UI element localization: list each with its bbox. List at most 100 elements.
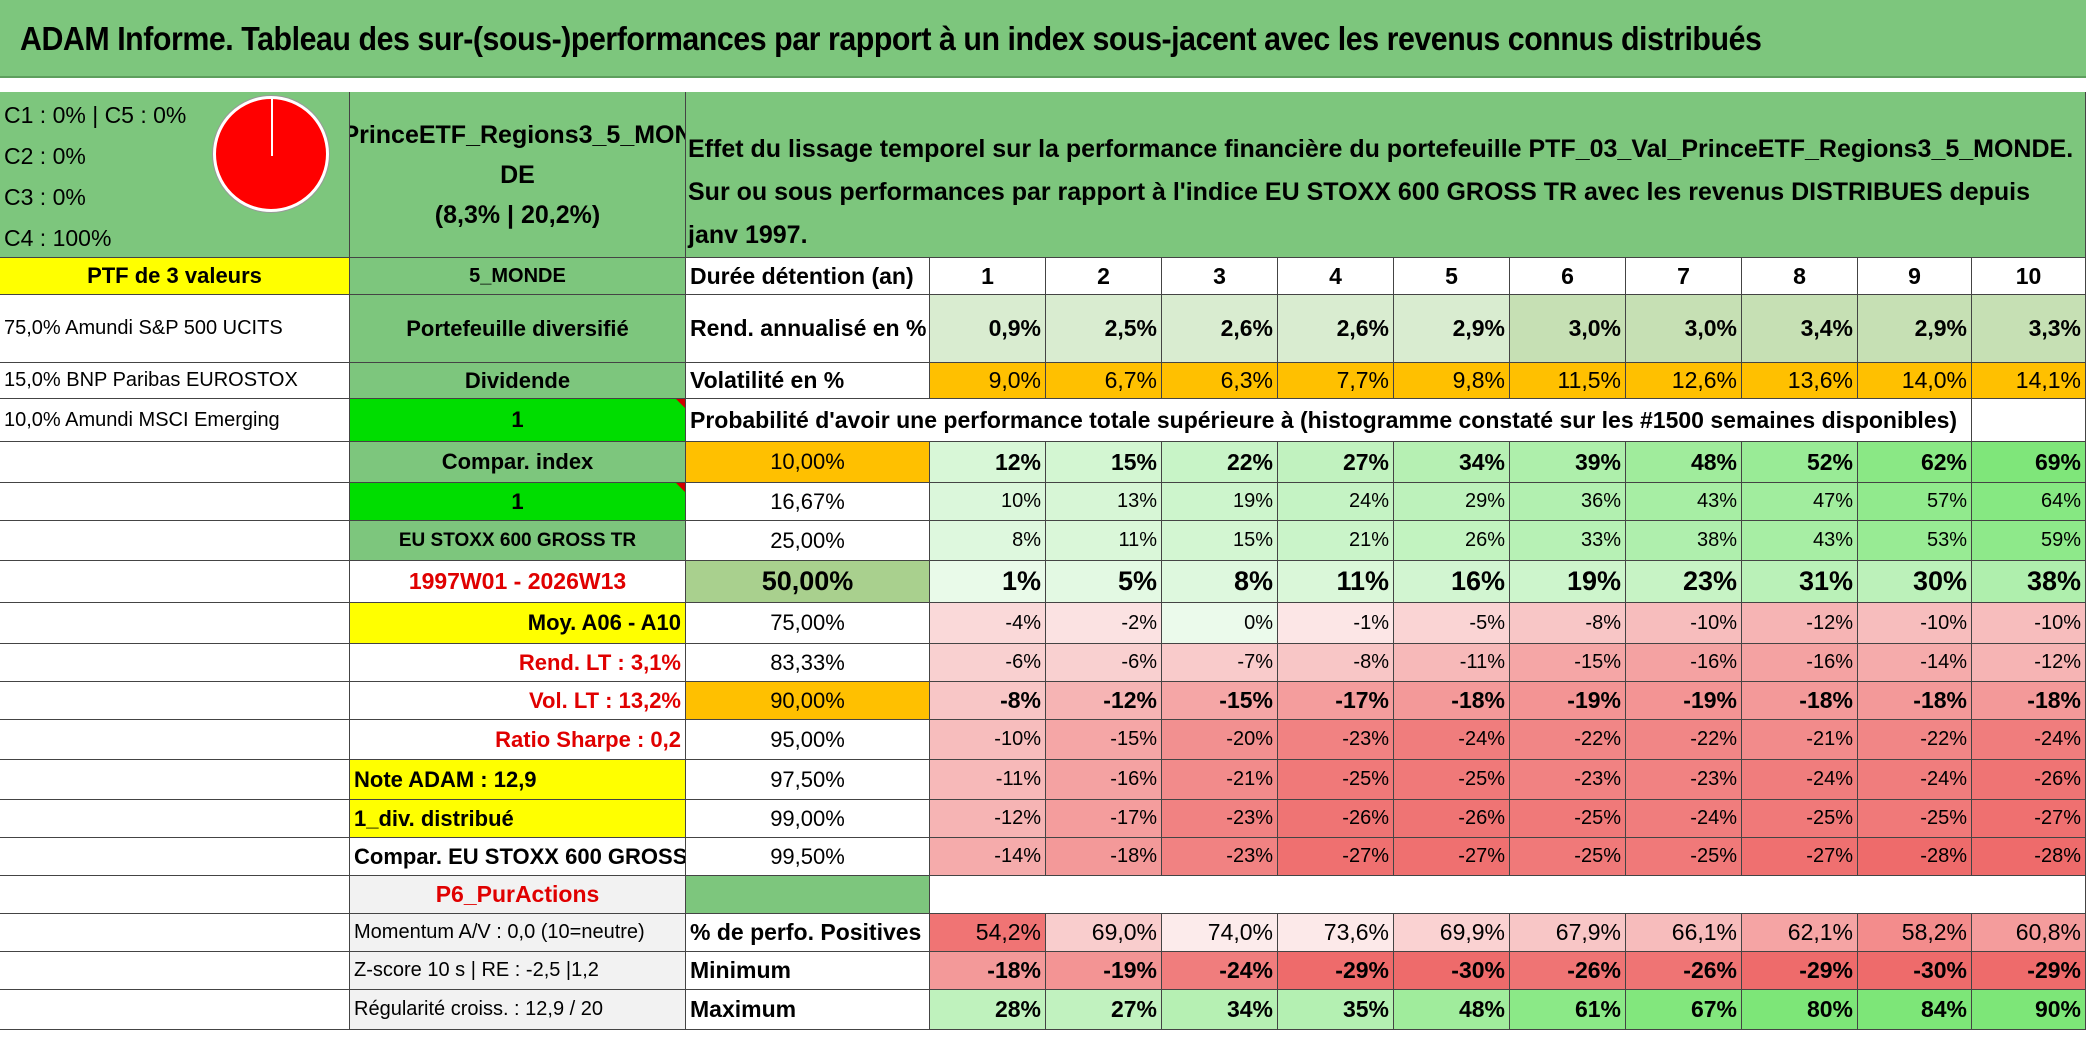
quantile-value: 22%: [1162, 442, 1278, 483]
quantile-value: -26%: [1972, 760, 2086, 800]
quantile-value: -19%: [1626, 682, 1742, 720]
quantile-value: -14%: [930, 838, 1046, 876]
quantile-value: 21%: [1278, 521, 1394, 561]
holding-item: 75,0% Amundi S&P 500 UCITS: [0, 295, 350, 363]
quantile-value: 36%: [1510, 483, 1626, 521]
page-title: ADAM Informe. Tableau des sur-(sous-)per…: [20, 20, 1762, 57]
stat-value: 28%: [930, 990, 1046, 1030]
quantile-value: -15%: [1162, 682, 1278, 720]
p6-green-cell: [686, 876, 930, 914]
stat-value: 34%: [1162, 990, 1278, 1030]
quantile-value: -7%: [1162, 644, 1278, 682]
quantile-value: 69%: [1972, 442, 2086, 483]
quantile-value: -14%: [1858, 644, 1972, 682]
quantile-value: -25%: [1742, 800, 1858, 838]
quantile-value: -26%: [1394, 800, 1510, 838]
portfolio-description: Effet du lissage temporel sur la perform…: [688, 135, 2074, 249]
mid-label-vol-lt: Vol. LT : 13,2%: [350, 682, 686, 720]
quantile-value: 26%: [1394, 521, 1510, 561]
quantile-value: -2%: [1046, 603, 1162, 644]
quantile-value: -5%: [1394, 603, 1510, 644]
vol-label: Volatilité en %: [686, 363, 930, 399]
quantile-value: -15%: [1510, 644, 1626, 682]
stat-value: 35%: [1278, 990, 1394, 1030]
rend-value: 2,6%: [1162, 295, 1278, 363]
portfolio-name-line: DE: [500, 160, 535, 189]
quantile-value: -10%: [1626, 603, 1742, 644]
empty-cell: [1972, 399, 2086, 442]
quantile-value: -25%: [1394, 760, 1510, 800]
mid-label-rend-lt: Rend. LT : 3,1%: [350, 644, 686, 682]
quantile-value: 15%: [1162, 521, 1278, 561]
quantile-value: 19%: [1162, 483, 1278, 521]
stat-value: 27%: [1046, 990, 1162, 1030]
quantile-value: -24%: [1972, 720, 2086, 760]
quantile-value: -11%: [1394, 644, 1510, 682]
quantile-value: 11%: [1046, 521, 1162, 561]
quantile-value: 19%: [1510, 561, 1626, 603]
quantile-value: -23%: [1510, 760, 1626, 800]
quantile-value: -17%: [1046, 800, 1162, 838]
stat-value: -29%: [1742, 952, 1858, 990]
quantile-value: -16%: [1046, 760, 1162, 800]
stat-value: 90%: [1972, 990, 2086, 1030]
quantile-value: 43%: [1742, 521, 1858, 561]
stat-value: -30%: [1858, 952, 1972, 990]
quantile-value: -23%: [1162, 800, 1278, 838]
quantile-value: -10%: [1858, 603, 1972, 644]
portfolio-name-line: (8,3% | 20,2%): [434, 200, 601, 229]
stat-value: 80%: [1742, 990, 1858, 1030]
left-empty-cell: [0, 720, 350, 760]
quantile-value: -23%: [1278, 720, 1394, 760]
stat-value: 69,0%: [1046, 914, 1162, 952]
quantile-value: -25%: [1626, 838, 1742, 876]
stat-value: 62,1%: [1742, 914, 1858, 952]
quantile-value: -12%: [930, 800, 1046, 838]
quantile-value: -6%: [930, 644, 1046, 682]
quantile-value: -24%: [1858, 760, 1972, 800]
left-empty-cell: [0, 914, 350, 952]
quantile-value: -11%: [930, 760, 1046, 800]
quantile-value: -1%: [1278, 603, 1394, 644]
stat-value: 60,8%: [1972, 914, 2086, 952]
quantile-value: -4%: [930, 603, 1046, 644]
quantile-value: -21%: [1742, 720, 1858, 760]
pie-legend-item: C2 : 0%: [4, 143, 86, 169]
quantile-value: -27%: [1278, 838, 1394, 876]
quantile-value: -19%: [1510, 682, 1626, 720]
stat-value: 67%: [1626, 990, 1742, 1030]
quantile-value: -22%: [1858, 720, 1972, 760]
stat-value: 67,9%: [1510, 914, 1626, 952]
quantile-label: 75,00%: [686, 603, 930, 644]
mid-label-index: EU STOXX 600 GROSS TR: [350, 521, 686, 561]
quantile-value: -28%: [1972, 838, 2086, 876]
quantile-value: 13%: [1046, 483, 1162, 521]
stat-value: 58,2%: [1858, 914, 1972, 952]
quantile-label: 90,00%: [686, 682, 930, 720]
vol-value: 11,5%: [1510, 363, 1626, 399]
quantile-value: 53%: [1858, 521, 1972, 561]
left-empty-cell: [0, 876, 350, 914]
mid-label-moy: Moy. A06 - A10: [350, 603, 686, 644]
mid-label-val2: 1: [350, 483, 686, 521]
vol-value: 12,6%: [1626, 363, 1742, 399]
quantile-value: 34%: [1394, 442, 1510, 483]
mid-label-period: 1997W01 - 2026W13: [350, 561, 686, 603]
quantile-label: 50,00%: [686, 561, 930, 603]
stat-value: -26%: [1626, 952, 1742, 990]
pie-legend-box: C1 : 0% | C5 : 0% C2 : 0% C3 : 0% C4 : 100%: [0, 92, 350, 258]
holding-item: 10,0% Amundi MSCI Emerging: [0, 399, 350, 442]
quantile-label: 97,50%: [686, 760, 930, 800]
year-header: 9: [1858, 258, 1972, 295]
quantile-value: -8%: [1510, 603, 1626, 644]
quantile-value: 16%: [1394, 561, 1510, 603]
stat-value: -30%: [1394, 952, 1510, 990]
rend-value: 3,0%: [1626, 295, 1742, 363]
pie-legend-item: C3 : 0%: [4, 184, 86, 210]
quantile-value: -16%: [1742, 644, 1858, 682]
quantile-value: 1%: [930, 561, 1046, 603]
empty-row-cell: [930, 876, 2086, 914]
quantile-value: -22%: [1510, 720, 1626, 760]
year-header: 2: [1046, 258, 1162, 295]
stat-value: -29%: [1972, 952, 2086, 990]
